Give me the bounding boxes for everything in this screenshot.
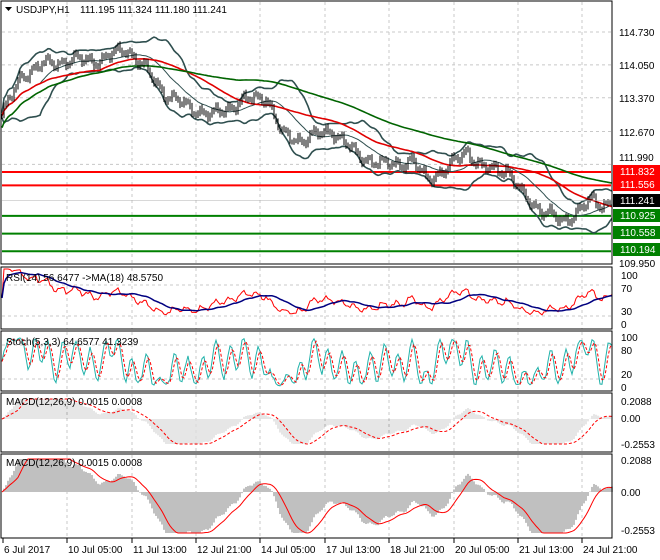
time-tick-label: 6 Jul 2017 — [4, 545, 51, 556]
stoch-panel[interactable] — [1, 337, 613, 387]
price-axis: 114.730 114.050 113.370 112.670 111.990 … — [619, 28, 656, 270]
level-tags: 111.832 111.556 111.241 110.925 110.558 … — [613, 165, 660, 256]
level-tag: 110.925 — [620, 211, 656, 222]
stoch-tick: 80 — [621, 346, 633, 357]
time-tick-label: 14 Jul 05:00 — [261, 545, 316, 556]
rsi-label: RSI(14) 56.6477 ->MA(18) 48.5750 — [6, 273, 163, 284]
stoch-tick: 100 — [621, 333, 638, 344]
level-tag: 111.832 — [620, 167, 655, 178]
time-tick-label: 20 Jul 05:00 — [455, 545, 510, 556]
price-tick: 114.050 — [619, 61, 655, 72]
macd-panel-2[interactable] — [1, 458, 613, 534]
macd-signal-line — [1, 458, 613, 534]
moving-average-fast — [1, 57, 613, 208]
stoch-signal-line — [1, 338, 613, 386]
price-panel[interactable] — [1, 36, 613, 253]
current-price-tag: 111.241 — [620, 196, 655, 207]
rsi-tick: 100 — [621, 271, 638, 282]
stoch-tick: 20 — [621, 370, 633, 381]
macd1-tick: 0.2088 — [621, 397, 652, 408]
level-tag-bg — [613, 209, 660, 222]
level-tag-bg — [613, 243, 660, 256]
current-price-tag-bg — [613, 194, 660, 207]
level-tag: 110.194 — [620, 245, 656, 256]
time-tick-label: 21 Jul 13:00 — [519, 545, 574, 556]
panel-frames — [0, 0, 613, 539]
rsi-panel[interactable] — [1, 268, 613, 316]
level-tag: 111.556 — [620, 180, 655, 191]
macd2-tick: 0.00 — [621, 488, 641, 499]
time-tick-label: 24 Jul 21:00 — [583, 545, 638, 556]
moving-average-slow — [1, 65, 613, 184]
macd2-tick: 0.2088 — [621, 456, 652, 467]
symbol-label: USDJPY,H1 — [16, 5, 70, 16]
time-tick-label: 12 Jul 21:00 — [197, 545, 252, 556]
macd1-label: MACD(12,26,9) 0.0015 0.0008 — [6, 397, 143, 408]
rsi-ma-line — [1, 271, 613, 312]
rsi-tick: 0 — [621, 320, 627, 331]
level-tag-bg — [613, 226, 660, 239]
time-axis: 6 Jul 2017 10 Jul 05:00 11 Jul 13:00 12 Jul… — [2, 538, 638, 556]
stoch-main-line — [1, 337, 613, 387]
ohlc-label: 111.195 111.324 111.180 111.241 — [80, 5, 227, 16]
price-tick: 109.950 — [619, 259, 656, 270]
macd1-tick: 0.00 — [621, 414, 641, 425]
grid — [2, 2, 611, 538]
time-tick-label: 10 Jul 05:00 — [68, 545, 123, 556]
time-tick-label: 17 Jul 13:00 — [326, 545, 381, 556]
level-tag: 110.558 — [620, 228, 656, 239]
time-tick-label: 11 Jul 13:00 — [133, 545, 187, 556]
stoch-tick: 0 — [621, 383, 627, 394]
level-tag-bg — [613, 165, 660, 178]
macd-signal-line — [1, 398, 613, 445]
price-tick: 112.670 — [619, 128, 655, 139]
price-tick: 114.730 — [619, 28, 655, 39]
price-tick: 113.370 — [619, 94, 655, 105]
level-tag-bg — [613, 178, 660, 191]
rsi-tick: 30 — [621, 307, 633, 318]
macd2-tick: -0.2553 — [621, 526, 655, 537]
time-tick-label: 18 Jul 21:00 — [390, 545, 445, 556]
price-tick: 111.990 — [619, 153, 654, 164]
macd2-label: MACD(12,26,9) 0.0015 0.0008 — [6, 458, 143, 469]
stoch-label: Stoch(5,3,3) 64.6577 41.3239 — [6, 337, 139, 348]
dropdown-triangle-icon[interactable] — [5, 7, 12, 11]
rsi-tick: 70 — [621, 284, 633, 295]
bollinger-middle — [1, 54, 613, 217]
macd1-tick: -0.2553 — [621, 440, 655, 451]
bollinger-upper — [1, 36, 613, 205]
macd-panel-1[interactable] — [1, 398, 613, 445]
